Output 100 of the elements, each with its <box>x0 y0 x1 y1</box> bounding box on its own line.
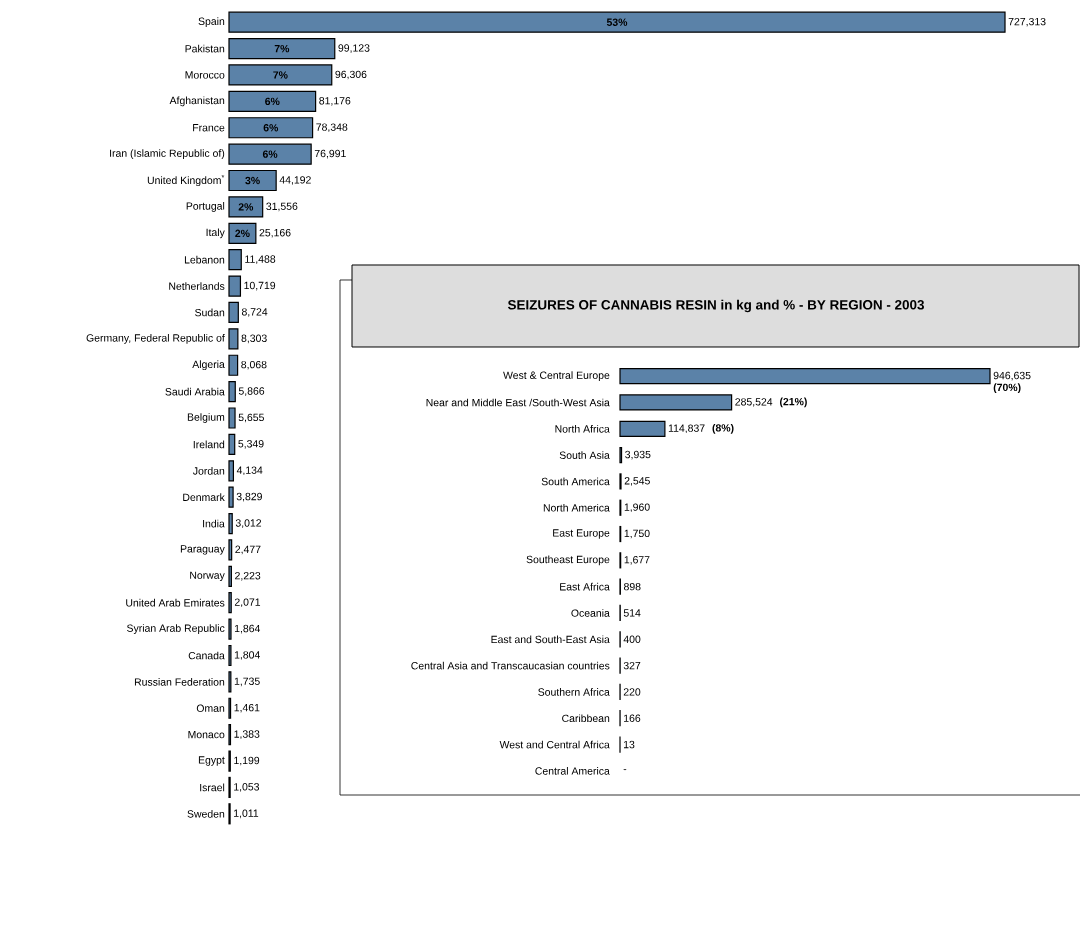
bar <box>228 328 239 350</box>
y-tick-label: Belgium <box>187 413 225 423</box>
y-tick-label: United Kingdom$^{*}$ <box>147 174 225 187</box>
bar <box>228 64 333 86</box>
data-label: 5,655 <box>238 413 264 423</box>
data-label: 96,306 <box>335 70 367 80</box>
data-label: 2,071 <box>234 598 261 608</box>
annotation: 7% <box>274 44 290 53</box>
y-tick-label: Ireland <box>193 440 225 449</box>
y-tick-label: Italy <box>206 228 225 239</box>
data-label: 114,837 <box>668 424 705 434</box>
bar <box>228 539 233 561</box>
y-tick-label: Saudi Arabia <box>165 387 225 396</box>
y-tick-label: Oman <box>196 704 225 712</box>
y-tick-label: Iran (Islamic Republic of) <box>110 149 225 160</box>
data-label: 5,866 <box>238 387 265 396</box>
annotation: 7% <box>273 71 288 79</box>
y-tick-label: Jordan <box>192 466 225 475</box>
y-tick-label: Germany, Federal Republic of <box>86 333 225 344</box>
data-label: 78,348 <box>316 123 348 133</box>
bar <box>228 275 242 297</box>
data-label: 99,123 <box>338 44 370 53</box>
data-label: 1,750 <box>624 529 650 539</box>
data-label: 8,303 <box>241 334 267 344</box>
data-label: 5,349 <box>238 440 264 449</box>
y-tick-label: North America <box>543 503 610 512</box>
y-tick-label: Southern Africa <box>538 688 610 696</box>
annotation: (8%) <box>712 423 734 434</box>
bar <box>228 381 236 403</box>
bar <box>228 143 312 165</box>
y-tick-label: Portugal <box>186 202 225 212</box>
y-tick-label: South America <box>541 477 610 486</box>
data-label: 1,461 <box>234 703 260 713</box>
y-tick-label: Netherlands <box>169 282 225 290</box>
data-label: 1,053 <box>234 783 260 792</box>
data-label: 13 <box>623 740 635 749</box>
text: - <box>623 769 627 771</box>
annotation: 2% <box>238 203 254 211</box>
y-tick-label: Near and Middle East /South-West Asia <box>426 398 610 407</box>
annotation: 2% <box>235 229 250 237</box>
data-label: 44,192 <box>279 176 311 185</box>
y-tick-label: South Asia <box>559 451 610 459</box>
bar <box>228 11 1006 33</box>
y-tick-label: Sweden <box>187 809 225 818</box>
data-label: 3,012 <box>235 519 262 528</box>
y-tick-label: Afghanistan <box>169 96 225 107</box>
bar <box>228 592 232 614</box>
data-label: 946,635 <box>993 371 1031 381</box>
bar <box>228 301 239 324</box>
data-label: 727,313 <box>1008 17 1046 27</box>
data-label: 514 <box>623 609 641 617</box>
data-label: 8,724 <box>241 308 268 317</box>
bar <box>228 407 236 429</box>
y-tick-label: East Europe <box>553 529 610 539</box>
annotation: 53% <box>606 18 628 26</box>
bar <box>619 368 991 385</box>
y-tick-label: Israel <box>200 783 225 792</box>
data-label: 898 <box>624 582 641 591</box>
data-label: 1,735 <box>234 677 260 687</box>
bar <box>228 354 239 376</box>
data-label: 3,935 <box>625 450 651 460</box>
data-label: 3,829 <box>236 492 262 502</box>
data-label: 327 <box>623 661 641 670</box>
y-tick-label: India <box>203 519 225 528</box>
bar <box>228 486 234 508</box>
y-tick-label: Pakistan <box>185 44 225 53</box>
data-label: 2,477 <box>235 545 261 555</box>
data-label: 11,488 <box>245 255 276 264</box>
data-label: 285,524 <box>735 398 773 407</box>
bar <box>228 433 236 455</box>
y-tick-label: Sudan <box>195 308 225 317</box>
annotation: 6% <box>262 150 278 158</box>
y-tick-label: United Arab Emirates <box>126 598 225 607</box>
bar <box>619 394 733 411</box>
y-tick-label: East and South-East Asia <box>491 635 610 644</box>
y-tick-label: Morocco <box>185 71 225 79</box>
data-label: 4,134 <box>236 466 263 476</box>
data-label: 1,804 <box>234 651 260 660</box>
y-tick-label: Monaco <box>188 731 225 739</box>
data-label: 400 <box>623 635 641 643</box>
data-label: 1,960 <box>624 503 650 513</box>
y-tick-label: Central Asia and Transcaucasian countries <box>411 661 610 670</box>
y-tick-label: Southeast Europe <box>526 555 610 566</box>
y-tick-label: Central America <box>535 767 610 775</box>
data-label: 2,545 <box>624 477 650 486</box>
y-tick-label: Caribbean <box>562 714 610 723</box>
y-tick-label: Canada <box>188 651 225 660</box>
bar <box>228 222 257 244</box>
bar <box>228 117 314 139</box>
y-tick-label: Lebanon <box>184 255 225 264</box>
bar <box>228 196 264 218</box>
bar <box>228 169 277 192</box>
data-label: 8,068 <box>241 360 267 370</box>
data-label: 31,556 <box>266 202 298 212</box>
y-tick-label: Paraguay <box>180 545 225 555</box>
data-label: 1,011 <box>234 809 259 819</box>
bar <box>228 249 242 271</box>
data-label: 25,166 <box>259 228 291 238</box>
data-label: 76,991 <box>314 149 346 159</box>
y-tick-label: Denmark <box>183 493 225 502</box>
